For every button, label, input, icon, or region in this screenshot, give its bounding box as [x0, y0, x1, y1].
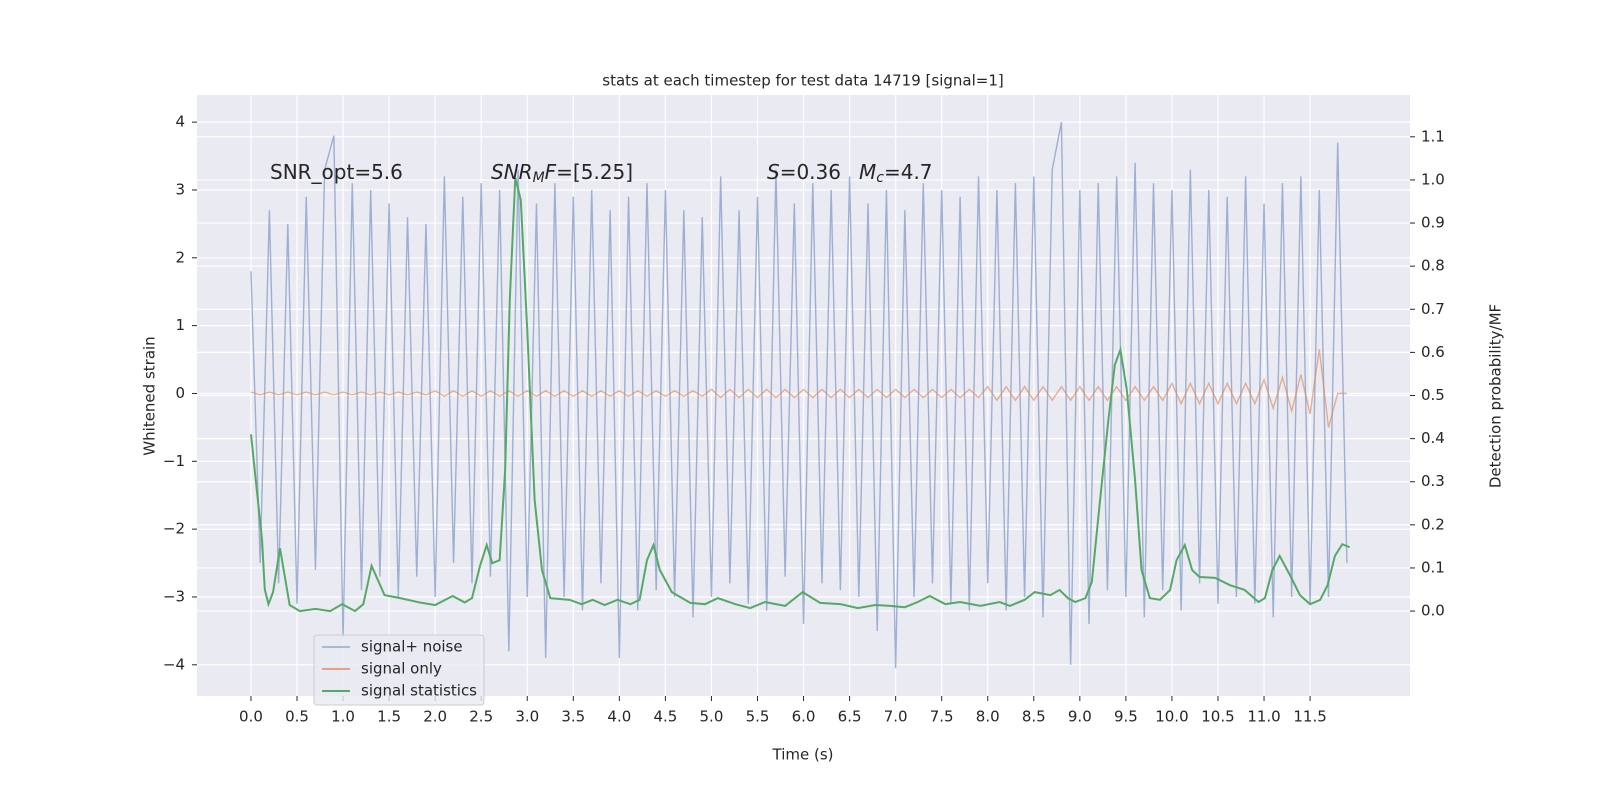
y-tick-label: 2 [175, 248, 185, 266]
y-tick-label: −2 [163, 520, 185, 538]
annotation-part: M [533, 170, 545, 186]
legend-box [313, 634, 485, 706]
annotation: SNR_opt=5.6 [270, 160, 403, 184]
marks [249, 121, 1351, 669]
y2-tick-label: 1.0 [1421, 170, 1445, 188]
y2-tick-label: 0.4 [1421, 429, 1445, 447]
series-line [249, 177, 1351, 613]
annotation: Mc=4.7 [859, 160, 933, 187]
legend-label: signal only [361, 660, 442, 678]
x-tick-label: 6.5 [838, 708, 862, 726]
y-tick-label: 0 [175, 384, 185, 402]
x-tick-label: 9.0 [1068, 708, 1092, 726]
x-tick-label: 11.5 [1293, 708, 1326, 726]
x-tick-label: 5.0 [700, 708, 724, 726]
y2-tick-label: 0.7 [1421, 300, 1445, 318]
annotation-part: F [545, 160, 557, 184]
x-axis-label: Time (s) [772, 746, 834, 764]
x-tick-label: 5.5 [746, 708, 770, 726]
x-tick-label: 0.5 [285, 708, 309, 726]
x-tick-label: 7.5 [930, 708, 954, 726]
annotation-part: c [876, 170, 884, 186]
y2-axis-label: Detection probability/MF [1487, 304, 1505, 488]
annotation-part: SNR_opt=5.6 [270, 160, 403, 184]
annotation-part: =0.36 [780, 160, 841, 184]
x-tick-label: 0.0 [239, 708, 263, 726]
y2-tick-label: 0.5 [1421, 386, 1445, 404]
y2-tick-label: 0.8 [1421, 257, 1445, 275]
x-tick-label: 1.0 [331, 708, 355, 726]
annotation: SNRMF=[5.25] [491, 160, 633, 187]
y2-tick-label: 0.0 [1421, 602, 1445, 620]
y-tick-label: 1 [175, 316, 185, 334]
annotation-part: M [859, 160, 876, 184]
x-tick-label: 3.5 [561, 708, 585, 726]
annotation-part: S [767, 160, 780, 184]
series-line [250, 349, 1347, 428]
y2-tick-label: 1.1 [1421, 127, 1445, 145]
y2-tick-label: 0.6 [1421, 343, 1445, 361]
annotation: S=0.36 [767, 160, 841, 184]
annotation-part: =4.7 [884, 160, 933, 184]
x-tick-label: 10.0 [1155, 708, 1188, 726]
x-tick-label: 4.5 [653, 708, 677, 726]
y-tick-label: 3 [175, 180, 185, 198]
y-tick-label: −4 [163, 655, 185, 673]
x-tick-label: 1.5 [377, 708, 401, 726]
y-axis-label: Whitened strain [141, 336, 159, 455]
series-line [250, 121, 1348, 669]
x-tick-label: 8.0 [976, 708, 1000, 726]
y2-tick-label: 0.2 [1421, 515, 1445, 533]
x-tick-label: 3.0 [515, 708, 539, 726]
legend-label: signal+ noise [361, 638, 463, 656]
x-tick-label: 11.0 [1247, 708, 1280, 726]
y-tick-label: −3 [163, 587, 185, 605]
legend: signal+ noise signal only signal statistic… [313, 634, 485, 706]
x-tick-label: 10.5 [1201, 708, 1234, 726]
axes: 0.0 0.5 1.0 1.5 2.0 2.5 3.0 3.5 4.0 4.5 5.0 5.5 6.0 6… [163, 113, 1445, 726]
x-tick-label: 7.0 [884, 708, 908, 726]
legend-label: signal statistics [361, 682, 477, 700]
annotations: SNR_opt=5.6 SNRMF=[5.25] S=0.36 Mc=4.7 [270, 160, 933, 187]
y2-tick-label: 0.9 [1421, 214, 1445, 232]
annotation-part: =[5.25] [556, 160, 633, 184]
chart-title: stats at each timestep for test data 147… [602, 72, 1003, 90]
x-tick-label: 9.5 [1114, 708, 1138, 726]
y2-tick-label: 0.3 [1421, 472, 1445, 490]
x-tick-label: 6.0 [792, 708, 816, 726]
annotation-part: SNR [491, 160, 533, 184]
y-tick-label: −1 [163, 452, 185, 470]
x-tick-label: 8.5 [1022, 708, 1046, 726]
x-tick-label: 2.5 [469, 708, 493, 726]
y-tick-label: 4 [175, 113, 185, 131]
y2-tick-label: 0.1 [1421, 558, 1445, 576]
x-tick-label: 2.0 [423, 708, 447, 726]
x-tick-label: 4.0 [607, 708, 631, 726]
